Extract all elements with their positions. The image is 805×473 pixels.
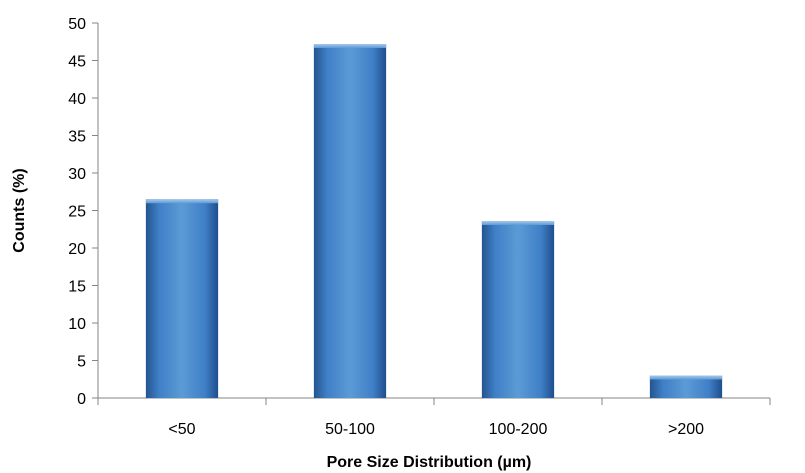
x-axis-title: Pore Size Distribution (µm) (327, 454, 532, 471)
y-axis: 0 5 10 15 20 25 30 35 40 45 50 (68, 16, 99, 408)
bar-cap (145, 199, 219, 204)
y-tick-label: 50 (68, 16, 86, 33)
bar (145, 199, 219, 398)
y-tick-label: 0 (77, 391, 86, 408)
x-tick-label: >200 (668, 421, 704, 438)
bar (313, 44, 387, 398)
y-axis-title: Counts (%) (11, 168, 28, 252)
x-tick-label: 100-200 (489, 421, 548, 438)
y-tick-label: 25 (68, 204, 86, 221)
y-tick-label: 45 (68, 54, 86, 71)
x-tick-label: <50 (168, 421, 195, 438)
bar-cap (313, 44, 387, 48)
y-tick-label: 10 (68, 316, 86, 333)
y-tick-label: 20 (68, 241, 86, 258)
bar-cap (649, 375, 723, 380)
y-tick-label: 30 (68, 166, 86, 183)
bar (649, 375, 723, 398)
x-tick-label: 50-100 (325, 421, 375, 438)
y-tick-label: 35 (68, 129, 86, 146)
y-tick-label: 15 (68, 279, 86, 296)
bars (145, 44, 723, 398)
y-tick-label: 40 (68, 91, 86, 108)
y-tick-label: 5 (77, 354, 86, 371)
bar-cap (481, 221, 555, 225)
x-axis: <50 50-100 100-200 >200 (97, 397, 771, 438)
bar (481, 221, 555, 398)
